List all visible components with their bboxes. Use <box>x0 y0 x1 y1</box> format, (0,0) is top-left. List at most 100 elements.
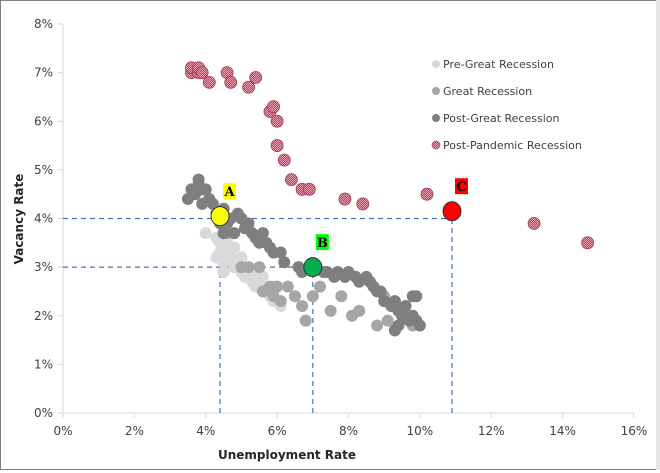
data-point <box>381 314 394 327</box>
data-point <box>206 197 219 210</box>
data-point <box>224 75 238 89</box>
x-tick-label: 14% <box>549 424 576 438</box>
x-tick-label: 0% <box>53 424 72 438</box>
data-point <box>277 153 291 167</box>
y-tick-label: 0% <box>34 406 53 420</box>
point-label-b: B <box>317 236 328 251</box>
x-tick-label: 8% <box>339 424 358 438</box>
legend-item: Pre-Great Recession <box>432 58 554 71</box>
y-tick-label: 7% <box>34 66 53 80</box>
data-point <box>388 324 401 337</box>
data-points <box>181 61 595 337</box>
scrollbar[interactable] <box>656 0 660 470</box>
data-point <box>249 71 263 84</box>
legend-label: Great Recession <box>443 85 532 98</box>
data-point <box>302 182 316 196</box>
data-point <box>267 290 280 303</box>
data-point <box>346 309 359 322</box>
data-point <box>388 295 401 308</box>
series-post-pandemic-recession <box>185 61 595 250</box>
point-marker-a <box>210 206 230 227</box>
data-point <box>256 227 269 240</box>
data-point <box>242 217 255 230</box>
data-point <box>256 285 269 298</box>
series-great-recession <box>221 227 419 337</box>
x-tick-label: 16% <box>621 424 648 438</box>
data-point <box>270 114 284 128</box>
data-point <box>281 280 294 293</box>
axes: 0% 2% 4% 6% 8% 10% 12% 14% 16% 0% 1% 2% 3% 4% 5% 6% 7% 8% <box>34 17 647 438</box>
y-tick-label: 5% <box>34 163 53 177</box>
data-point <box>195 66 209 80</box>
data-point <box>284 173 298 187</box>
data-point <box>196 197 209 210</box>
point-marker-b <box>303 257 323 278</box>
y-tick-label: 1% <box>34 357 53 371</box>
y-tick-label: 4% <box>34 212 53 226</box>
data-point <box>270 139 284 152</box>
data-point <box>228 241 241 254</box>
data-point <box>356 197 370 211</box>
x-tick-label: 12% <box>478 424 505 438</box>
data-point <box>420 187 434 201</box>
legend-marker <box>432 60 440 68</box>
legend-item: Post-Pandemic Recession <box>431 139 582 152</box>
data-point <box>335 290 348 303</box>
data-point <box>199 183 212 196</box>
legend-marker <box>431 140 441 150</box>
data-point <box>253 261 266 274</box>
data-point <box>399 300 412 313</box>
data-point <box>413 319 426 332</box>
x-tick-label: 10% <box>407 424 434 438</box>
point-marker-c <box>442 201 462 222</box>
data-point <box>274 246 287 259</box>
y-tick-label: 2% <box>34 309 53 323</box>
legend-marker <box>432 87 440 95</box>
data-point <box>210 251 223 264</box>
data-point <box>278 256 291 269</box>
legend-label: Pre-Great Recession <box>443 58 554 71</box>
series-post-great-recession <box>181 173 426 337</box>
data-point <box>299 314 312 327</box>
legend: Pre-Great Recession Great Recession Post-G… <box>431 58 582 152</box>
point-label-bg-c <box>454 178 468 195</box>
x-tick-label: 6% <box>268 424 287 438</box>
data-point <box>338 192 352 206</box>
y-tick-label: 6% <box>34 114 53 128</box>
data-point <box>242 261 255 274</box>
x-axis-title: Unemployment Rate <box>218 448 356 462</box>
data-point <box>410 290 423 303</box>
legend-item: Post-Great Recession <box>432 112 559 125</box>
data-point <box>217 265 230 278</box>
data-point <box>374 285 387 298</box>
data-point <box>267 100 280 114</box>
point-label-bg-b <box>315 234 329 251</box>
data-point <box>324 304 337 317</box>
data-point <box>202 75 216 89</box>
data-point <box>313 280 326 293</box>
x-tick-label: 4% <box>196 424 215 438</box>
point-label-a: A <box>223 185 235 200</box>
data-point <box>217 227 230 240</box>
data-point <box>199 227 212 240</box>
x-tick-label: 2% <box>125 424 144 438</box>
data-point <box>271 280 284 293</box>
legend-label: Post-Great Recession <box>443 112 559 125</box>
data-point <box>256 270 269 283</box>
data-point <box>235 251 248 264</box>
data-point <box>371 319 384 332</box>
y-tick-label: 3% <box>34 260 53 274</box>
data-point <box>228 227 241 240</box>
point-label-c: C <box>456 180 466 195</box>
legend-item: Great Recession <box>432 85 532 98</box>
data-point <box>224 251 237 264</box>
data-point <box>527 216 541 230</box>
legend-marker <box>432 114 440 122</box>
data-point <box>253 236 266 249</box>
data-point <box>181 193 194 206</box>
data-point <box>581 236 595 250</box>
data-point <box>288 290 301 303</box>
annotations: A B C <box>210 178 468 278</box>
